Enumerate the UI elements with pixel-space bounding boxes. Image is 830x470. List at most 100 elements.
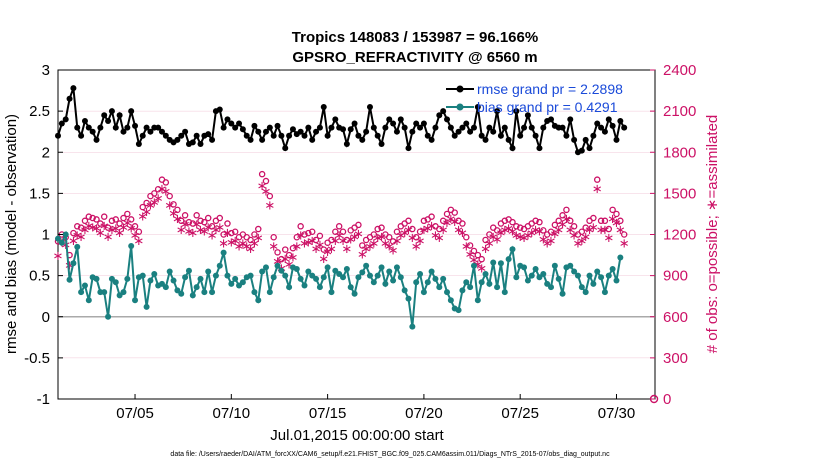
chart-title: Tropics 148083 / 153987 = 96.166% (292, 29, 538, 46)
series-point (486, 280, 493, 287)
obs-assimilated-point: ∗ (403, 223, 414, 238)
obs-possible-point (374, 225, 381, 233)
x-axis-ticks: 07/05 07/10 07/15 07/20 07/25 07/30 (116, 394, 635, 422)
series-point (74, 124, 81, 131)
series-point (209, 136, 216, 143)
obs-assimilated-point: ∗ (199, 224, 210, 239)
series-point (301, 282, 308, 289)
series-point (582, 136, 589, 143)
series-point (162, 284, 169, 291)
obs-assimilated-point: ∗ (160, 185, 171, 200)
series-point (509, 246, 516, 253)
obs-possible-point (258, 170, 266, 178)
obs-assimilated-point: ∗ (353, 227, 364, 242)
series-point (259, 136, 266, 143)
series-point (251, 122, 258, 129)
series-point (289, 126, 296, 133)
obs-assimilated-point: ∗ (264, 198, 275, 213)
obs-possible-point (474, 251, 482, 259)
series-point (374, 272, 381, 279)
series-point (594, 268, 601, 275)
series-point (251, 289, 258, 296)
obs-possible-point (312, 236, 320, 244)
series-point (193, 284, 200, 291)
series-point (420, 289, 427, 296)
series-point (617, 254, 624, 261)
obs-assimilated-point: ∗ (249, 237, 260, 252)
obs-assimilated-point: ∗ (449, 215, 460, 230)
obs-assimilated-point: ∗ (407, 231, 418, 246)
series-point (270, 132, 277, 139)
obs-possible-point (166, 192, 173, 200)
obs-possible-point (120, 214, 127, 222)
obs-possible-point (301, 231, 308, 238)
obs-possible-point (77, 224, 85, 231)
series-point (486, 124, 493, 131)
series-point (58, 120, 65, 127)
series-point (601, 128, 608, 135)
series-point (132, 122, 139, 129)
series-point (351, 290, 358, 297)
obs-assimilated-point: ∗ (422, 222, 433, 237)
series-point (232, 275, 239, 282)
obs-assimilated-point: ∗ (553, 223, 564, 238)
obs-possible-point (285, 251, 293, 259)
series-point (390, 277, 397, 284)
series-point (112, 279, 119, 286)
obs-assimilated-point: ∗ (538, 233, 549, 248)
series-point (166, 268, 173, 275)
series-point (482, 136, 489, 143)
series-point (178, 132, 185, 139)
obs-possible-point (112, 216, 120, 223)
obs-assimilated-point: ∗ (318, 252, 329, 267)
series-point (378, 264, 385, 271)
obs-possible-point (459, 220, 466, 227)
obs-assimilated-point: ∗ (395, 229, 406, 244)
obs-assimilated-point: ∗ (495, 226, 506, 241)
series-point (232, 124, 239, 131)
obs-assimilated-point: ∗ (434, 231, 445, 246)
series-point (343, 141, 350, 148)
series-point (58, 239, 65, 246)
series-point (528, 124, 535, 131)
obs-possible-point (293, 233, 301, 241)
series-point (478, 279, 485, 286)
x-tick-label: 07/05 (116, 405, 154, 422)
series-point (378, 141, 385, 148)
obs-possible-point (100, 213, 108, 220)
obs-assimilated-point: ∗ (507, 224, 518, 239)
series-point (247, 136, 254, 143)
obs-possible-point (582, 224, 589, 231)
obs-possible-point (308, 228, 316, 236)
obs-possible-point (551, 221, 559, 229)
y-tick-label: 0 (42, 309, 50, 326)
series-point (224, 272, 231, 279)
series-point (143, 303, 150, 310)
series-point (359, 136, 366, 143)
series-point (228, 280, 235, 287)
obs-possible-point (420, 217, 428, 225)
series-point (482, 270, 489, 277)
legend-bias-label: bias grand pr = 0.4291 (477, 99, 618, 115)
series-point (455, 307, 462, 314)
obs-possible-point (297, 223, 304, 230)
obs-assimilated-point: ∗ (457, 226, 468, 241)
obs-possible-point (320, 246, 328, 253)
obs-assimilated-point: ∗ (268, 239, 279, 254)
obs-assimilated-point: ∗ (530, 223, 541, 238)
series-point (605, 272, 612, 279)
series-point (478, 132, 485, 139)
obs-assimilated-point: ∗ (80, 223, 91, 238)
obs-possible-point (139, 203, 146, 211)
series-point (278, 132, 285, 139)
obs-assimilated-point: ∗ (476, 261, 487, 276)
x-tick-label: 07/25 (501, 405, 539, 422)
series-point (105, 313, 112, 320)
obs-possible-point (335, 223, 343, 230)
obs-assimilated-point: ∗ (580, 230, 591, 245)
obs-assimilated-point: ∗ (569, 229, 580, 244)
series-point (424, 132, 431, 139)
obs-assimilated-point: ∗ (415, 234, 426, 249)
series-point (559, 290, 566, 297)
